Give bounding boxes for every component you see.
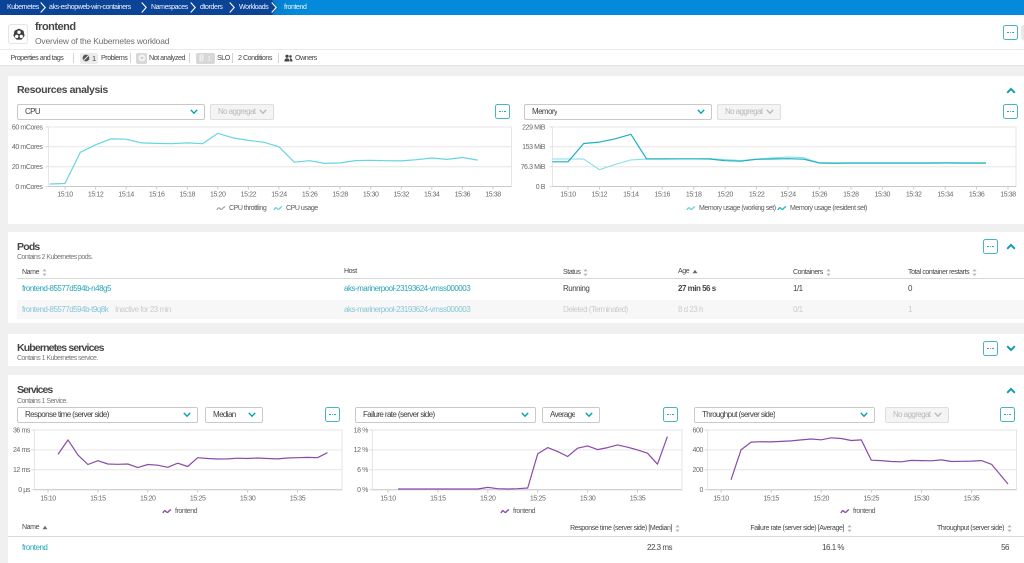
svg-text:15:15: 15:15 [763, 496, 779, 503]
svg-text:15:38: 15:38 [1000, 192, 1016, 199]
svg-text:15:12: 15:12 [88, 192, 104, 199]
svg-text:15:20: 15:20 [480, 496, 496, 503]
svg-text:36 ms: 36 ms [13, 427, 31, 434]
svg-text:15:10: 15:10 [40, 496, 56, 503]
svg-text:0: 0 [700, 487, 704, 494]
svg-text:600: 600 [693, 427, 704, 434]
svg-text:6 %: 6 % [357, 467, 368, 474]
svg-text:15:35: 15:35 [630, 496, 646, 503]
svg-text:15:30: 15:30 [363, 192, 379, 199]
svg-text:76.3 MiB: 76.3 MiB [521, 164, 546, 171]
svg-text:15:15: 15:15 [90, 496, 106, 503]
svg-text:12 ms: 12 ms [13, 467, 31, 474]
svg-text:15:12: 15:12 [592, 192, 608, 199]
svg-text:15:32: 15:32 [394, 192, 410, 199]
svg-text:15:26: 15:26 [302, 192, 318, 199]
svg-text:15:10: 15:10 [380, 496, 396, 503]
svg-text:15:30: 15:30 [875, 192, 891, 199]
svg-text:0 B: 0 B [536, 184, 546, 191]
svg-text:15:25: 15:25 [864, 496, 880, 503]
svg-text:15:22: 15:22 [241, 192, 257, 199]
svg-text:15:14: 15:14 [118, 192, 134, 199]
svg-text:15:18: 15:18 [180, 192, 196, 199]
svg-text:15:30: 15:30 [914, 496, 930, 503]
svg-text:15:28: 15:28 [843, 192, 859, 199]
svg-text:24 ms: 24 ms [13, 447, 31, 454]
svg-text:15:28: 15:28 [332, 192, 348, 199]
svg-text:15:10: 15:10 [560, 192, 576, 199]
svg-text:18 %: 18 % [354, 427, 369, 434]
svg-text:15:16: 15:16 [149, 192, 165, 199]
svg-text:15:36: 15:36 [455, 192, 471, 199]
svg-text:15:34: 15:34 [424, 192, 440, 199]
svg-text:15:22: 15:22 [749, 192, 765, 199]
svg-text:15:10: 15:10 [713, 496, 729, 503]
svg-text:15:24: 15:24 [780, 192, 796, 199]
svg-text:15:35: 15:35 [964, 496, 980, 503]
svg-text:0 mCores: 0 mCores [15, 184, 43, 191]
svg-text:15:10: 15:10 [57, 192, 73, 199]
svg-text:15:30: 15:30 [580, 496, 596, 503]
svg-text:15:32: 15:32 [906, 192, 922, 199]
svg-text:15:20: 15:20 [210, 192, 226, 199]
svg-text:400: 400 [693, 447, 704, 454]
svg-text:0 %: 0 % [357, 487, 368, 494]
svg-text:153 MiB: 153 MiB [522, 144, 546, 151]
svg-text:15:36: 15:36 [969, 192, 985, 199]
svg-text:60 mCores: 60 mCores [12, 124, 44, 131]
svg-text:15:25: 15:25 [190, 496, 206, 503]
svg-text:15:14: 15:14 [623, 192, 639, 199]
svg-text:15:20: 15:20 [140, 496, 156, 503]
svg-text:200: 200 [693, 467, 704, 474]
svg-text:20 mCores: 20 mCores [12, 164, 44, 171]
svg-text:229 MiB: 229 MiB [522, 124, 546, 131]
svg-text:15:15: 15:15 [430, 496, 446, 503]
svg-text:12 %: 12 % [354, 447, 369, 454]
svg-text:15:35: 15:35 [290, 496, 306, 503]
svg-text:15:25: 15:25 [530, 496, 546, 503]
svg-text:15:16: 15:16 [655, 192, 671, 199]
svg-text:15:38: 15:38 [485, 192, 501, 199]
svg-text:15:24: 15:24 [271, 192, 287, 199]
svg-text:40 mCores: 40 mCores [12, 144, 44, 151]
svg-text:0 µs: 0 µs [18, 487, 31, 494]
svg-text:15:18: 15:18 [686, 192, 702, 199]
svg-text:15:26: 15:26 [812, 192, 828, 199]
svg-text:15:34: 15:34 [937, 192, 953, 199]
svg-text:15:20: 15:20 [717, 192, 733, 199]
svg-text:15:20: 15:20 [813, 496, 829, 503]
svg-text:15:30: 15:30 [240, 496, 256, 503]
